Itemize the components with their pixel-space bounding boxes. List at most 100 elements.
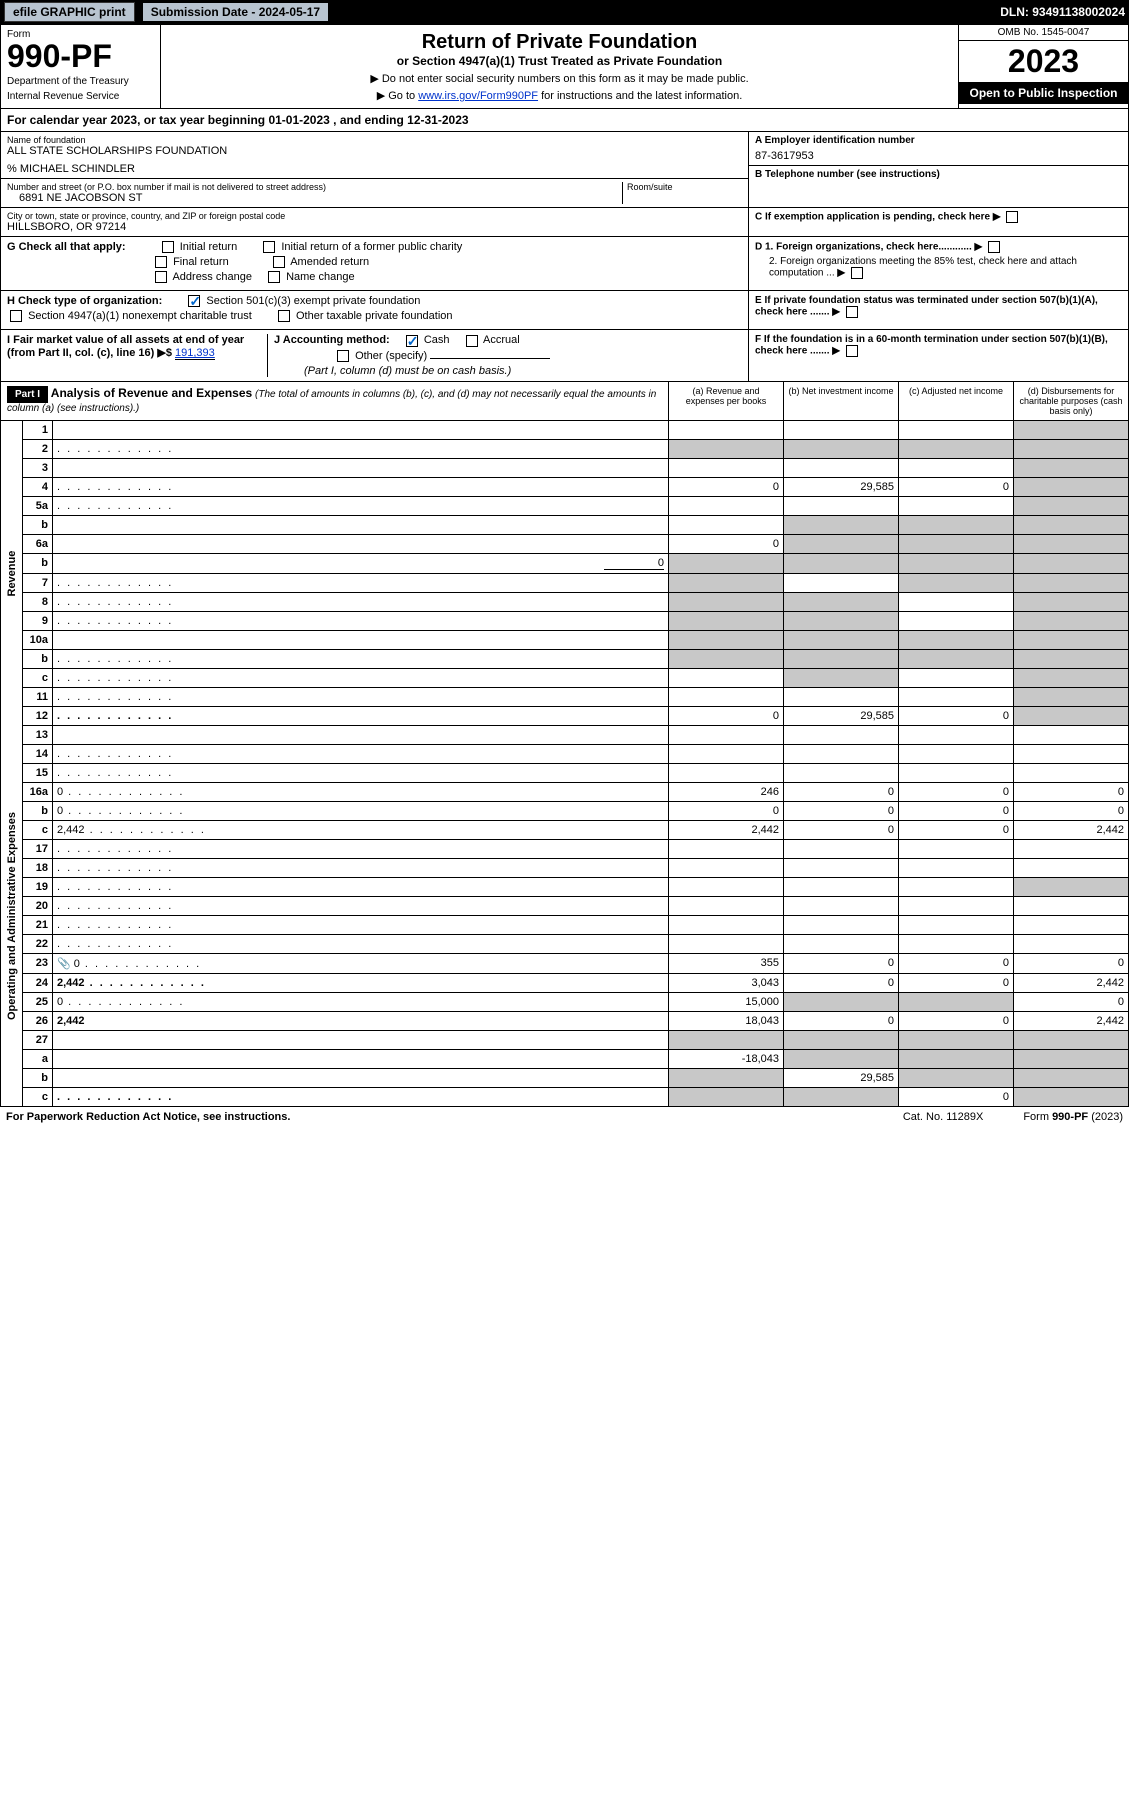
form990pf-link[interactable]: www.irs.gov/Form990PF [418,90,538,102]
d1-checkbox[interactable] [988,241,1000,253]
row-number: b [23,801,53,820]
table-row: 242,4423,043002,442 [1,973,1129,992]
cell-col-a [669,725,784,744]
cell-col-c [899,687,1014,706]
cell-col-c [899,1030,1014,1049]
exemption-checkbox[interactable] [1006,211,1018,223]
row-number: 7 [23,573,53,592]
row-number: 24 [23,973,53,992]
ein-label: A Employer identification number [755,135,1122,146]
table-row: 9 [1,611,1129,630]
cell-col-d [1014,534,1129,553]
table-row: 17 [1,839,1129,858]
cell-col-b [784,573,899,592]
row-description [53,611,669,630]
row-number: b [23,553,53,573]
initial-former-checkbox[interactable] [263,241,275,253]
4947-checkbox[interactable] [10,310,22,322]
table-row: 18 [1,858,1129,877]
501c3-label: Section 501(c)(3) exempt private foundat… [206,295,420,307]
501c3-checkbox[interactable] [188,295,200,307]
row-number: b [23,649,53,668]
cell-col-b [784,534,899,553]
initial-return-checkbox[interactable] [162,241,174,253]
f-checkbox[interactable] [846,345,858,357]
name-change-checkbox[interactable] [268,271,280,283]
row-number: 6a [23,534,53,553]
f-block: F If the foundation is in a 60-month ter… [748,330,1128,380]
phone-label: B Telephone number (see instructions) [755,169,1122,180]
efile-print-button[interactable]: efile GRAPHIC print [4,2,135,22]
cash-checkbox[interactable] [406,335,418,347]
part1-label: Part I [7,386,48,403]
final-return-checkbox[interactable] [155,256,167,268]
cell-col-d: 0 [1014,992,1129,1011]
other-method-checkbox[interactable] [337,350,349,362]
cell-col-c [899,896,1014,915]
row-number: 8 [23,592,53,611]
cell-col-d [1014,877,1129,896]
cell-col-c [899,573,1014,592]
table-row: 15 [1,763,1129,782]
row-number: 1 [23,421,53,440]
arrow-icon: ▶ [832,346,840,357]
cell-col-d [1014,611,1129,630]
cell-col-b [784,1087,899,1106]
cell-col-c: 0 [899,706,1014,725]
form-year-block: OMB No. 1545-0047 2023 Open to Public In… [958,25,1128,108]
cell-col-c: 0 [899,820,1014,839]
cell-col-a: 0 [669,706,784,725]
row-description [53,496,669,515]
cell-col-b [784,649,899,668]
cell-col-d [1014,687,1129,706]
cell-col-a [669,458,784,477]
j-note: (Part I, column (d) must be on cash basi… [304,365,742,377]
col-b-header: (b) Net investment income [783,382,898,420]
h-block: H Check type of organization: Section 50… [1,291,748,329]
cell-col-a: -18,043 [669,1049,784,1068]
calendar-year-row: For calendar year 2023, or tax year begi… [0,109,1129,132]
cell-col-a [669,611,784,630]
submission-date: Submission Date - 2024-05-17 [143,3,328,21]
row-number: c [23,1087,53,1106]
d2-checkbox[interactable] [851,267,863,279]
cell-col-a [669,496,784,515]
e-checkbox[interactable] [846,306,858,318]
row-description [53,1087,669,1106]
table-row: 2 [1,439,1129,458]
cell-col-b [784,763,899,782]
other-taxable-checkbox[interactable] [278,310,290,322]
accrual-checkbox[interactable] [466,335,478,347]
amended-return-label: Amended return [290,256,369,268]
cell-col-c [899,1049,1014,1068]
cell-col-b [784,553,899,573]
cell-col-b [784,421,899,440]
row-number: 15 [23,763,53,782]
cell-col-b [784,439,899,458]
row-number: 19 [23,877,53,896]
row-number: 13 [23,725,53,744]
cell-col-a [669,668,784,687]
cell-col-d [1014,1030,1129,1049]
cell-col-c [899,553,1014,573]
row-number: 18 [23,858,53,877]
row-description: 2,442 [53,1011,669,1030]
cell-col-d [1014,744,1129,763]
row-number: 17 [23,839,53,858]
cell-col-c [899,421,1014,440]
arrow-icon: ▶ [832,307,840,318]
cell-col-d [1014,421,1129,440]
address-change-checkbox[interactable] [155,271,167,283]
form-number: 990-PF [7,40,154,72]
cell-col-a: 355 [669,953,784,973]
table-row: 23📎 0355000 [1,953,1129,973]
cell-col-d [1014,458,1129,477]
foundation-name-cell: Name of foundation ALL STATE SCHOLARSHIP… [1,132,748,179]
row-description [53,725,669,744]
cell-col-d [1014,630,1129,649]
table-row: 21 [1,915,1129,934]
omb-number: OMB No. 1545-0047 [959,25,1128,41]
cell-col-c [899,858,1014,877]
amended-return-checkbox[interactable] [273,256,285,268]
cell-col-b: 0 [784,782,899,801]
